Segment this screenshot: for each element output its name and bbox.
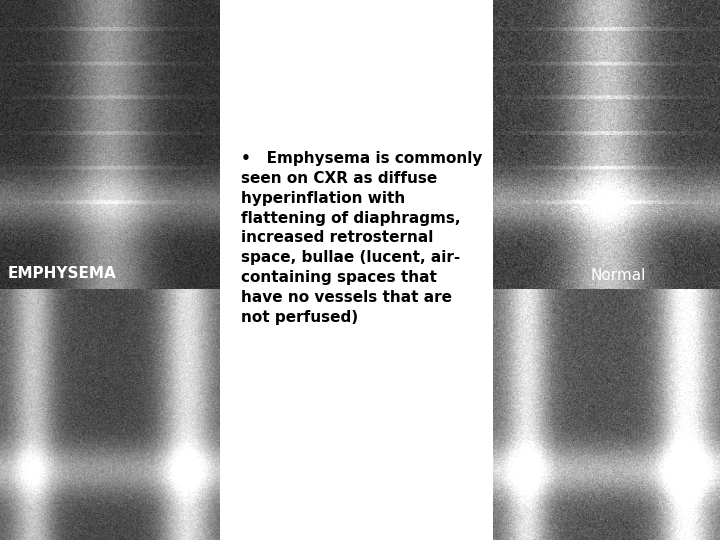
Text: •   Emphysema is commonly
seen on CXR as diffuse
hyperinflation with
flattening : • Emphysema is commonly seen on CXR as d…	[241, 151, 483, 325]
Text: EMPHYSEMA: EMPHYSEMA	[7, 266, 116, 281]
Text: Normal: Normal	[590, 268, 646, 284]
